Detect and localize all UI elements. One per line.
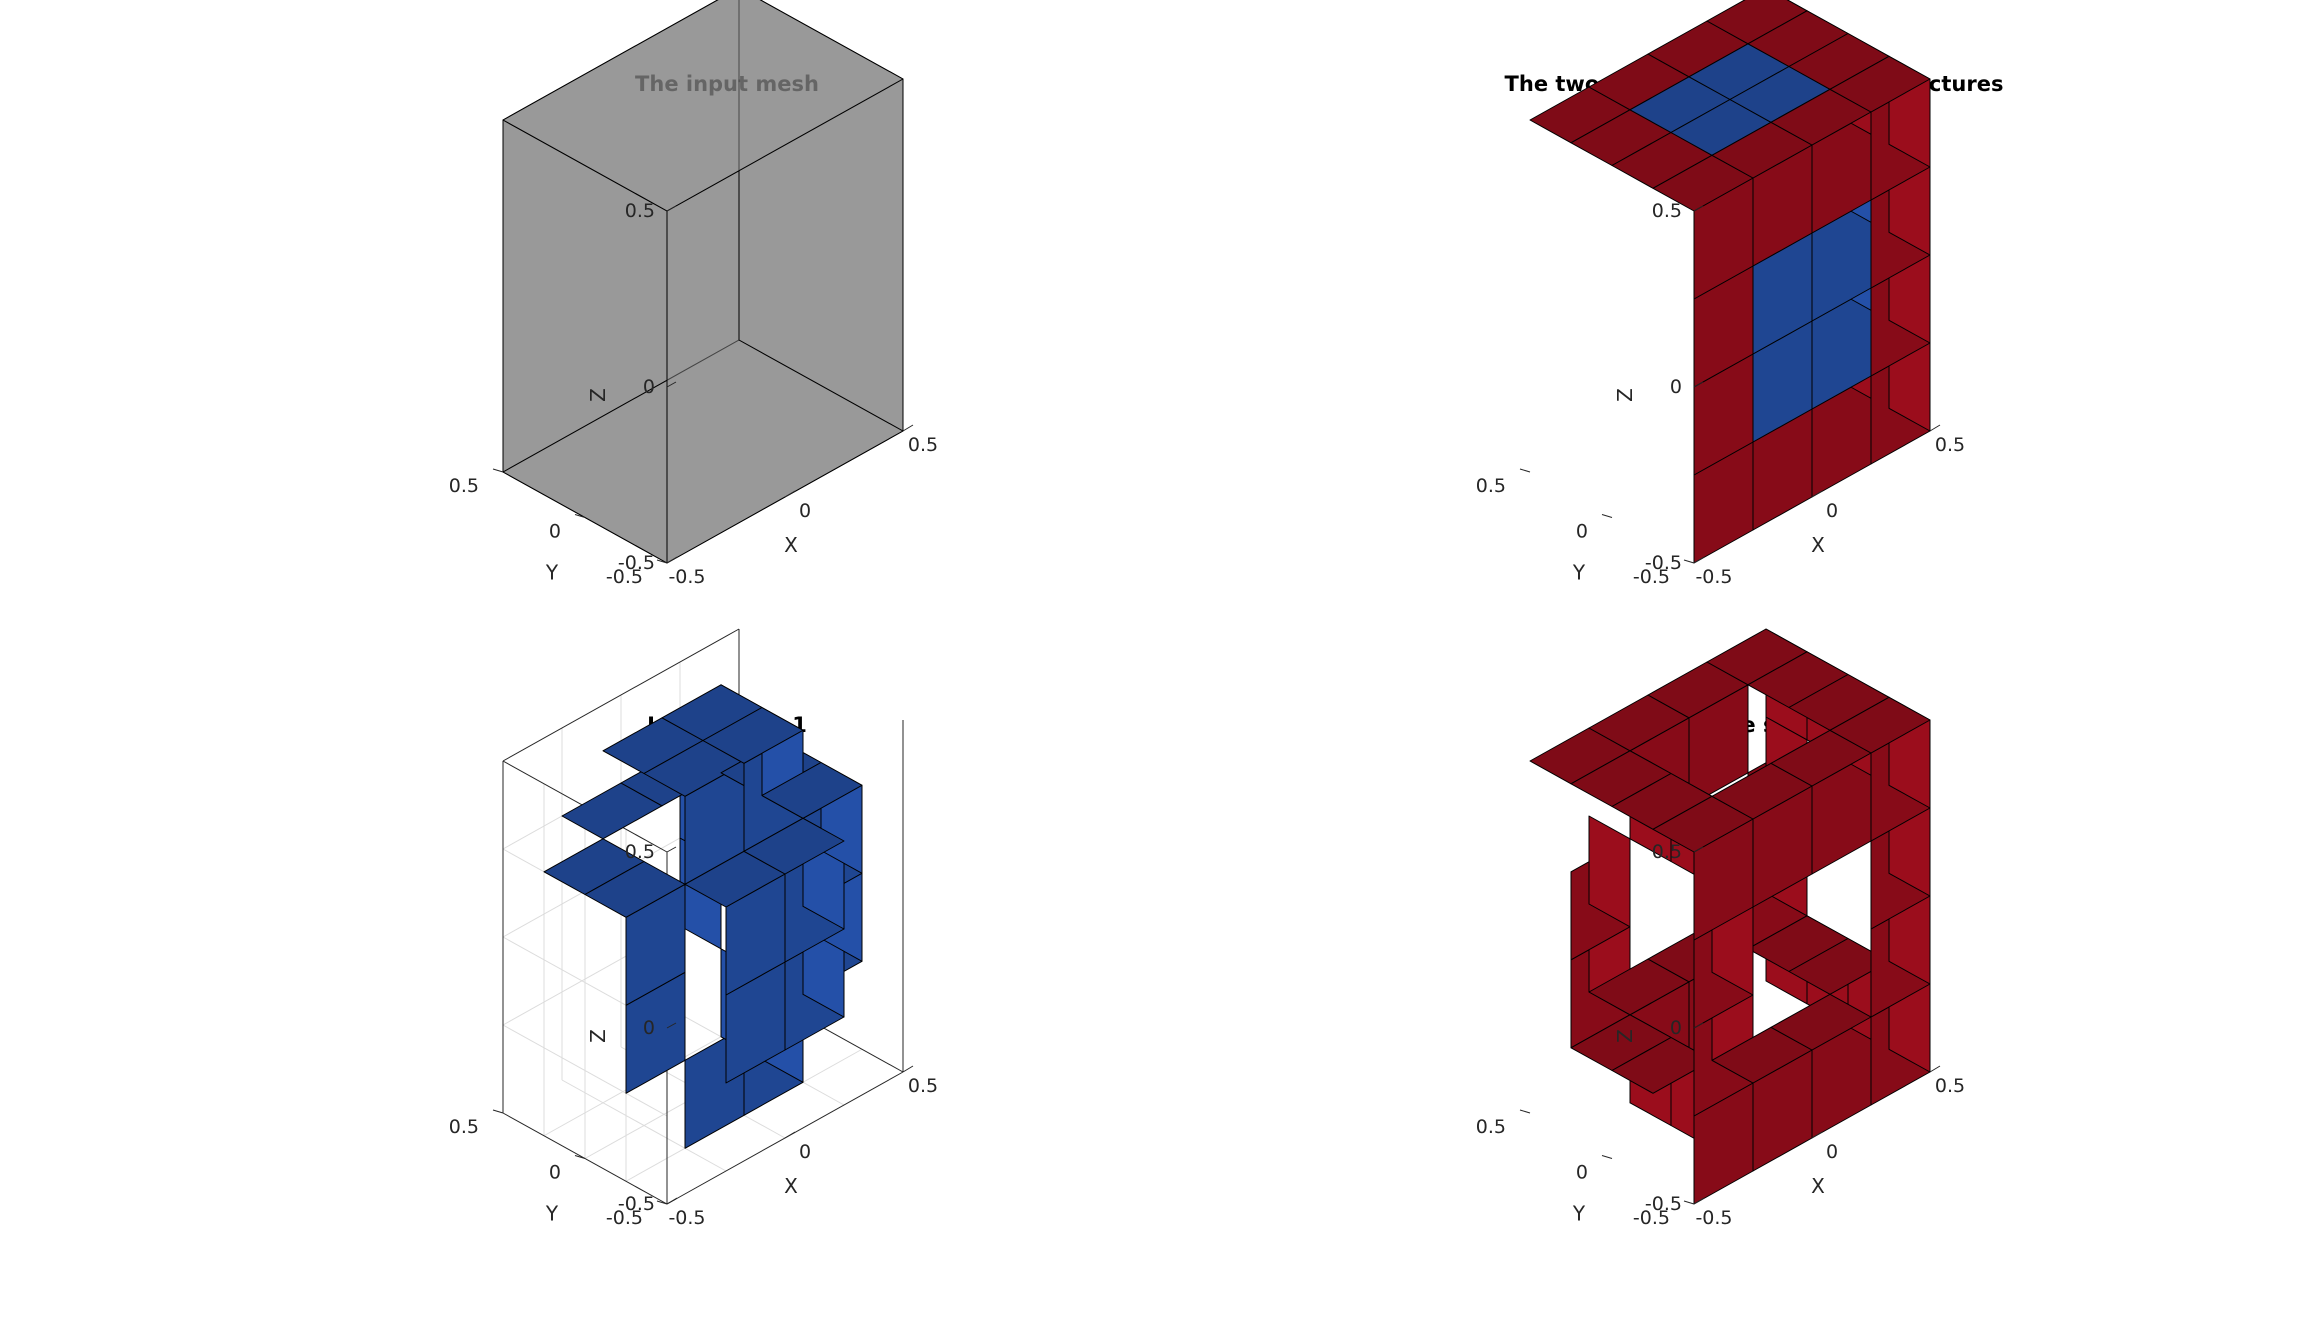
y-tick-mark [574,1155,586,1159]
x-tick-label: 0.5 [1935,434,1965,456]
y-tick-mark [492,468,504,473]
x-tick-label: 0 [1826,500,1838,522]
z-tick-label: 0.5 [625,200,655,222]
z-axis-label: Z [586,1029,610,1043]
y-tick-label: 0 [1576,521,1588,543]
z-axis-label: Z [1613,388,1637,402]
z-tick-label: 0.5 [1652,841,1682,863]
y-tick-label: -0.5 [1633,566,1670,588]
x-axis-label: X [784,1174,798,1198]
x-tick-label: -0.5 [1695,566,1732,588]
panel-lattice-side-1: Lattice side 10.50-0.5Z0.50-0.5Y-0.500.5… [449,628,938,1229]
z-axis-label: Z [1613,1029,1637,1043]
y-tick-label: 0 [549,1162,561,1184]
y-axis-label: Y [545,1202,559,1226]
z-tick-mark [666,846,677,853]
y-axis-label: Y [1572,561,1586,585]
x-tick-label: 0 [1826,1141,1838,1163]
x-tick-mark [902,424,914,432]
x-tick-label: 0.5 [1935,1075,1965,1097]
y-tick-mark [574,514,586,518]
voxel-face-top [702,707,804,764]
z-tick-mark [1693,1022,1704,1029]
x-tick-label: 0 [799,1141,811,1163]
y-tick-label: 0.5 [1476,1116,1506,1138]
x-axis-label: X [1811,1174,1825,1198]
y-tick-mark [656,559,668,564]
voxel-face-top [1788,938,1890,995]
y-tick-mark [1519,468,1531,473]
y-tick-mark [1601,1155,1613,1159]
z-tick-label: 0.5 [1652,200,1682,222]
y-tick-mark [1683,1200,1695,1205]
voxel-face-top [1829,696,1931,754]
x-tick-mark [666,556,678,564]
y-tick-label: -0.5 [606,566,643,588]
y-tick-mark [656,1200,668,1205]
y-tick-label: -0.5 [606,1207,643,1229]
y-tick-mark [492,1109,504,1114]
z-tick-label: 0 [1670,1017,1682,1039]
z-tick-mark [1693,381,1704,388]
z-tick-label: -0.5 [618,552,655,574]
z-tick-label: 0.5 [625,841,655,863]
x-tick-label: -0.5 [668,566,705,588]
y-tick-label: 0.5 [449,1116,479,1138]
x-tick-mark [784,490,796,498]
z-tick-label: 0 [643,1017,655,1039]
z-tick-label: 0 [643,376,655,398]
z-tick-label: -0.5 [1645,1193,1682,1215]
x-tick-mark [666,1197,678,1205]
y-tick-label: -0.5 [1633,1207,1670,1229]
panel-complementary-lattices: The two complementary lattice structures… [1476,0,2003,588]
x-tick-label: 0.5 [908,434,938,456]
x-tick-label: -0.5 [1695,1207,1732,1229]
z-axis-label: Z [586,388,610,402]
x-tick-mark [1811,1131,1823,1139]
z-tick-label: -0.5 [1645,552,1682,574]
voxel-face-top [584,861,686,918]
y-axis-label: Y [545,561,559,585]
x-tick-mark [1693,1197,1705,1205]
x-axis-label: X [1811,533,1825,557]
y-tick-mark [1519,1109,1531,1114]
x-tick-mark [1811,490,1823,498]
x-tick-mark [902,1065,914,1073]
x-tick-mark [1929,1065,1941,1073]
cube-face-top [502,0,904,212]
z-tick-mark [666,381,677,388]
z-tick-label: 0 [1670,376,1682,398]
z-tick-mark [1693,205,1704,212]
y-tick-label: 0 [1576,1162,1588,1184]
y-tick-label: 0.5 [449,475,479,497]
z-tick-mark [666,205,677,212]
z-tick-mark [666,1022,677,1029]
x-tick-mark [1693,556,1705,564]
voxel-face-top [761,762,863,819]
y-axis-label: Y [1572,1202,1586,1226]
voxel-face-top [1829,55,1931,113]
x-tick-label: -0.5 [668,1207,705,1229]
x-axis-label: X [784,533,798,557]
voxel-face-right [1588,815,1631,928]
y-tick-mark [1683,559,1695,564]
z-tick-mark [1693,846,1704,853]
panel-lattice-side-2: Lattice side 20.50-0.5Z0.50-0.5Y -0.500.5… [1476,628,1965,1229]
y-tick-label: 0 [549,521,561,543]
z-tick-label: -0.5 [618,1193,655,1215]
y-tick-mark [1601,514,1613,518]
y-tick-label: 0.5 [1476,475,1506,497]
x-tick-label: 0 [799,500,811,522]
x-tick-mark [784,1131,796,1139]
x-tick-mark [1929,424,1941,432]
voxel-face-top [1611,1037,1713,1094]
panel-input-mesh: The input mesh0.50-0.5Z0.50-0.5Y-0.500.5… [449,0,938,588]
x-tick-label: 0.5 [908,1075,938,1097]
axes-box-edge [502,628,740,762]
